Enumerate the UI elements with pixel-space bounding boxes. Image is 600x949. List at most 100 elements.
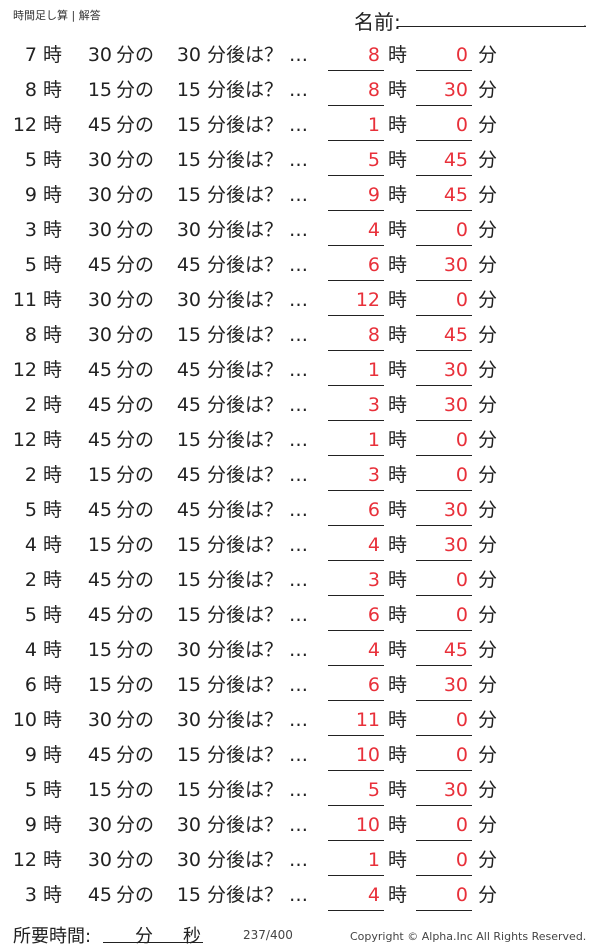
start-hour: 4: [24, 639, 37, 661]
time-seconds-label: 秒: [183, 926, 201, 947]
answer-hour-line: [328, 70, 384, 71]
hour-label: 時: [43, 604, 63, 626]
start-minute: 15: [87, 779, 112, 801]
answer-minute: 45: [443, 149, 468, 171]
copyright-notice: Copyright © Alpha.Inc All Rights Reserve…: [350, 930, 587, 943]
minutes-later-label: 分後は？ …: [207, 464, 309, 486]
start-hour: 3: [24, 884, 37, 906]
added-minutes: 15: [176, 114, 201, 136]
start-minute: 45: [87, 394, 112, 416]
minutes-of-label: 分の: [116, 884, 155, 906]
minutes-later-label: 分後は？ …: [207, 359, 309, 381]
answer-minute: 0: [455, 604, 468, 626]
answer-minute: 45: [443, 184, 468, 206]
answer-hour: 1: [367, 114, 380, 136]
answer-minute-line: [416, 350, 472, 351]
start-minute: 30: [87, 289, 112, 311]
minute-label: 分: [478, 639, 498, 661]
hour-label: 時: [43, 149, 63, 171]
problem-row: 9 時 30 分の 15 分後は？ … 9 時 45 分: [0, 178, 600, 213]
time-required-label: 所要時間:: [13, 926, 92, 947]
answer-hour: 3: [367, 464, 380, 486]
minute-label: 分: [478, 604, 498, 626]
start-minute: 30: [87, 849, 112, 871]
added-minutes: 15: [176, 884, 201, 906]
answer-hour-line: [328, 875, 384, 876]
minutes-later-label: 分後は？ …: [207, 779, 309, 801]
added-minutes: 15: [176, 429, 201, 451]
added-minutes: 45: [176, 464, 201, 486]
answer-minute-line: [416, 560, 472, 561]
problem-row: 5 時 45 分の 45 分後は？ … 6 時 30 分: [0, 248, 600, 283]
minute-label: 分: [478, 184, 498, 206]
added-minutes: 15: [176, 324, 201, 346]
start-minute: 15: [87, 464, 112, 486]
minutes-later-label: 分後は？ …: [207, 429, 309, 451]
hour-label: 時: [43, 44, 63, 66]
minutes-of-label: 分の: [116, 534, 155, 556]
answer-minute-line: [416, 70, 472, 71]
answer-hour: 4: [367, 884, 380, 906]
problem-row: 12 時 45 分の 15 分後は？ … 1 時 0 分: [0, 423, 600, 458]
start-minute: 45: [87, 359, 112, 381]
answer-minute-line: [416, 665, 472, 666]
problem-row: 12 時 45 分の 15 分後は？ … 1 時 0 分: [0, 108, 600, 143]
hour-label: 時: [388, 499, 408, 521]
answer-minute-line: [416, 630, 472, 631]
added-minutes: 30: [176, 219, 201, 241]
minute-label: 分: [478, 219, 498, 241]
start-minute: 15: [87, 674, 112, 696]
answer-hour: 6: [367, 499, 380, 521]
problem-row: 10 時 30 分の 30 分後は？ … 11 時 0 分: [0, 703, 600, 738]
answer-minute-line: [416, 525, 472, 526]
hour-label: 時: [43, 814, 63, 836]
answer-hour: 6: [367, 604, 380, 626]
added-minutes: 15: [176, 79, 201, 101]
hour-label: 時: [388, 359, 408, 381]
hour-label: 時: [43, 884, 63, 906]
minutes-of-label: 分の: [116, 184, 155, 206]
hour-label: 時: [43, 674, 63, 696]
answer-minute: 0: [455, 884, 468, 906]
start-minute: 15: [87, 534, 112, 556]
answer-hour: 10: [355, 744, 380, 766]
answer-minute-line: [416, 910, 472, 911]
start-hour: 5: [24, 499, 37, 521]
start-hour: 12: [12, 114, 37, 136]
hour-label: 時: [43, 779, 63, 801]
start-minute: 45: [87, 884, 112, 906]
hour-label: 時: [43, 429, 63, 451]
answer-hour: 4: [367, 219, 380, 241]
minute-label: 分: [478, 534, 498, 556]
answer-hour: 5: [367, 149, 380, 171]
minute-label: 分: [478, 289, 498, 311]
problem-row: 9 時 45 分の 15 分後は？ … 10 時 0 分: [0, 738, 600, 773]
answer-hour: 1: [367, 359, 380, 381]
hour-label: 時: [388, 534, 408, 556]
answer-minute-line: [416, 770, 472, 771]
added-minutes: 45: [176, 394, 201, 416]
answer-minute: 0: [455, 429, 468, 451]
problem-row: 11 時 30 分の 30 分後は？ … 12 時 0 分: [0, 283, 600, 318]
answer-minute: 30: [443, 254, 468, 276]
minutes-of-label: 分の: [116, 394, 155, 416]
start-minute: 45: [87, 254, 112, 276]
hour-label: 時: [388, 79, 408, 101]
start-hour: 12: [12, 429, 37, 451]
answer-minute-line: [416, 175, 472, 176]
start-hour: 7: [24, 44, 37, 66]
answer-hour-line: [328, 805, 384, 806]
added-minutes: 30: [176, 639, 201, 661]
hour-label: 時: [43, 184, 63, 206]
minutes-of-label: 分の: [116, 779, 155, 801]
minutes-of-label: 分の: [116, 709, 155, 731]
minute-label: 分: [478, 359, 498, 381]
hour-label: 時: [388, 184, 408, 206]
problem-row: 2 時 15 分の 45 分後は？ … 3 時 0 分: [0, 458, 600, 493]
added-minutes: 15: [176, 184, 201, 206]
hour-label: 時: [388, 779, 408, 801]
minutes-of-label: 分の: [116, 79, 155, 101]
answer-minute-line: [416, 455, 472, 456]
answer-minute: 0: [455, 814, 468, 836]
hour-label: 時: [388, 149, 408, 171]
